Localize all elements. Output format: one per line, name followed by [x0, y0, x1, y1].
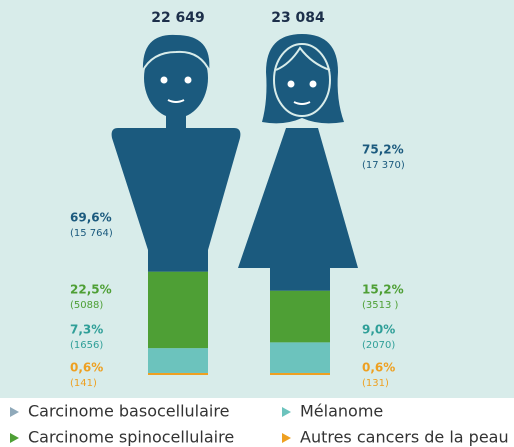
total-label: 22 649: [151, 10, 205, 26]
legend-label: Carcinome basocellulaire: [28, 402, 229, 421]
legend: Carcinome basocellulaire Carcinome spinoc…: [10, 402, 509, 447]
value-label: 15,2%: [362, 283, 404, 297]
count-label: (5088): [70, 300, 103, 311]
legend-background: [0, 398, 514, 447]
value-label: 7,3%: [70, 323, 103, 337]
count-label: (2070): [362, 340, 395, 351]
count-label: (1656): [70, 340, 103, 351]
legend-marker: [282, 433, 291, 443]
value-label: 69,6%: [70, 211, 112, 225]
value-label: 0,6%: [362, 361, 395, 375]
woman-head: [262, 34, 344, 124]
count-label: (15 764): [70, 228, 113, 239]
man-head: [140, 32, 212, 128]
segment: [238, 372, 358, 375]
segment: [111, 372, 241, 375]
value-label: 75,2%: [362, 143, 404, 157]
labels: 22 649 23 084 69,6% (15 764) 75,2% (17 370) 22…: [70, 10, 405, 389]
count-label: (17 370): [362, 160, 405, 171]
legend-label: Carcinome spinocellulaire: [28, 428, 234, 447]
legend-label: Autres cancers de la peau: [300, 428, 509, 447]
count-label: (3513 ): [362, 300, 399, 311]
legend-marker: [10, 407, 19, 417]
legend-marker: [282, 407, 291, 417]
value-label: 22,5%: [70, 283, 112, 297]
count-label: (131): [362, 378, 389, 389]
legend-marker: [10, 433, 19, 443]
background: [0, 0, 514, 398]
value-label: 9,0%: [362, 323, 395, 337]
total-label: 23 084: [271, 10, 325, 26]
legend-label: Mélanome: [300, 402, 383, 421]
value-label: 0,6%: [70, 361, 103, 375]
count-label: (141): [70, 378, 97, 389]
